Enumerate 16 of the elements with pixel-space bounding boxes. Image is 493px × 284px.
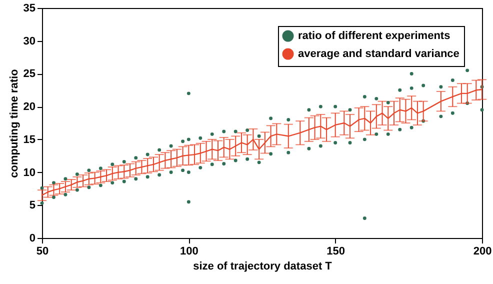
y-tick-label: 20	[23, 101, 36, 114]
x-tick-label: 200	[473, 246, 492, 258]
legend-label: ratio of different experiments	[298, 30, 450, 42]
y-tick-label: 15	[23, 134, 36, 146]
legend-label: average and standard variance	[298, 48, 460, 60]
y-tick-label: 10	[23, 166, 36, 179]
y-axis-title: computing time ratio	[8, 68, 20, 178]
x-tick-label: 150	[326, 246, 346, 258]
x-axis-title: size of trajectory dataset T	[193, 260, 332, 272]
x-tick-label: 100	[180, 246, 198, 258]
y-tick-label: 35	[23, 2, 36, 14]
y-tick-label: 30	[23, 35, 36, 48]
y-tick-label: 5	[29, 200, 36, 212]
y-tick-label: 0	[29, 232, 36, 244]
x-tick-label: 50	[36, 246, 49, 258]
y-tick-label: 25	[23, 68, 36, 80]
